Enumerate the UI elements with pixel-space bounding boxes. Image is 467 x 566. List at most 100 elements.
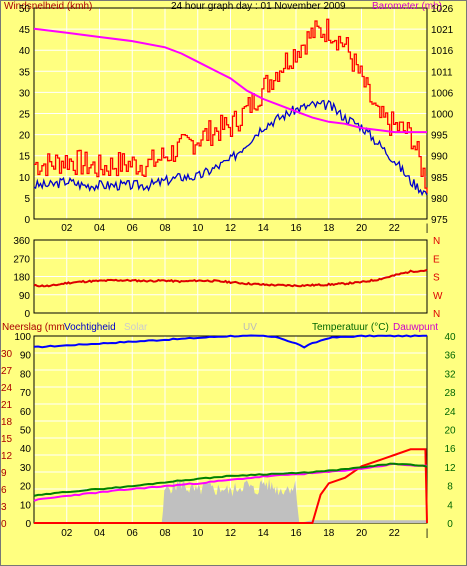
wind-speed-line [34,18,428,194]
wind-speed-tick-label: 20 [19,131,31,142]
rain-x-tick-label: 20 [356,528,368,539]
wind-barometer-panel: Windsnelheid (kmh) 24 hour graph day : 0… [4,1,454,234]
humidity-axis-label: Vochtigheid [64,322,116,333]
rain-x-tick-label: 22 [389,528,401,539]
wind-x-tick-label: 04 [94,223,106,234]
temperature-tick-label: 16 [444,444,456,455]
barometer-tick-label: 1011 [431,67,453,78]
wind-direction-line [33,268,428,288]
humidity-tick-label: 10 [20,500,32,511]
rain-x-tick-label: 12 [225,528,237,539]
temperature-tick-label: 20 [444,426,456,437]
rain-x-tick-label: 14 [258,528,270,539]
rain-tick-label: 9 [1,468,7,479]
temperature-axis-label: Temperatuur (°C) [312,322,389,333]
direction-degree-ticks: 0 90 180 270 360 [13,236,30,320]
direction-compass-label: N [433,309,440,320]
barometer-tick-label: 975 [431,215,448,226]
rain-humidity-temperature-panel: Neerslag (mm Vochtigheid Solar UV Temper… [1,322,456,539]
rain-tick-label: 24 [1,383,13,394]
rain-tick-label: 21 [1,400,13,411]
direction-compass-label: W [433,291,443,302]
rain-ticks: 0 3 6 9 12 15 18 21 24 27 30 [1,349,13,530]
humidity-line [33,334,427,349]
wind-x-tick-label: 06 [127,223,139,234]
wind-panel-grid [34,8,427,219]
temperature-tick-label: 28 [444,388,456,399]
wind-x-tick-label: 16 [290,223,302,234]
barometer-ticks: 975 980 985 990 995 1000 1006 1011 1016 1021 1026 [431,4,454,226]
direction-compass-label: S [433,273,440,284]
rain-tick-label: 12 [1,451,13,462]
wind-speed-tick-label: 10 [19,173,31,184]
wind-speed-tick-label: 50 [19,4,31,15]
wind-average-line [33,99,428,197]
rain-line [34,448,428,524]
wind-speed-tick-label: 40 [19,46,31,57]
rain-x-tick-label: 08 [159,528,171,539]
direction-degree-label: 360 [13,236,30,247]
temperature-tick-label: 36 [444,351,456,362]
rain-tick-label: 30 [1,349,13,360]
direction-degree-label: 0 [24,309,30,320]
barometer-tick-label: 1016 [431,46,454,57]
direction-degree-label: 270 [13,254,30,265]
rain-x-tick-label: 10 [192,528,204,539]
wind-x-tick-label: 12 [225,223,237,234]
wind-x-tick-label: 14 [258,223,270,234]
humidity-tick-label: 80 [20,369,32,380]
wind-speed-tick-label: 0 [24,215,30,226]
direction-degree-label: 180 [13,273,30,284]
uv-axis-label: UV [243,322,257,333]
rain-axis-label: Neerslag (mm [2,322,65,333]
dewpoint-axis-label: Dauwpunt [393,322,438,333]
temperature-tick-label: 4 [447,500,453,511]
direction-compass-label: E [433,254,440,265]
humidity-tick-label: 60 [20,407,32,418]
rain-tick-label: 27 [1,366,13,377]
wind-x-ticks: 02 04 06 08 10 12 14 16 18 20 22 | [61,223,428,234]
wind-x-tick-label: 10 [192,223,204,234]
rain-x-tick-label: 02 [61,528,73,539]
wind-speed-tick-label: 25 [19,110,31,121]
barometer-tick-label: 1021 [431,25,454,36]
temperature-tick-label: 8 [447,482,453,493]
rain-x-ticks: 02 04 06 08 10 12 14 16 18 20 22 | [61,528,428,539]
temperature-tick-label: 12 [444,463,456,474]
wind-speed-axis-label: Windsnelheid (kmh) [4,1,92,12]
wind-series [33,18,428,197]
wind-x-tick-label: 02 [61,223,73,234]
chart-title: 24 hour graph day : 01 November 2009 [171,1,346,12]
solar-area [161,478,427,523]
humidity-tick-label: 100 [14,332,31,343]
wind-x-tick-label: 22 [389,223,401,234]
rain-tick-label: 0 [1,519,7,530]
barometer-tick-label: 990 [431,152,448,163]
wind-speed-tick-label: 15 [19,152,31,163]
wind-speed-ticks: 0 5 10 15 20 25 30 35 40 45 50 [19,4,31,226]
rain-x-tick-label: 06 [127,528,139,539]
direction-panel-grid [34,240,427,313]
wind-x-tick-label: 08 [159,223,171,234]
rain-x-tick-label: 18 [323,528,335,539]
rain-tick-label: 3 [1,502,7,513]
temperature-line [33,462,428,497]
temperature-tick-label: 0 [447,519,453,530]
rain-x-tick-label: 16 [290,528,302,539]
dewpoint-line [33,462,428,502]
rain-tick-label: 6 [1,485,7,496]
direction-compass-label: N [433,236,440,247]
barometer-tick-label: 1026 [431,4,454,15]
temperature-ticks: 0 4 8 12 16 20 24 28 32 36 40 [444,332,456,530]
rain-humidity-temperature-series [33,334,428,524]
humidity-tick-label: 30 [20,463,32,474]
direction-panel-frame [33,239,428,314]
barometer-line [33,27,427,134]
wind-speed-tick-label: 45 [19,25,31,36]
direction-degree-label: 90 [19,291,31,302]
humidity-tick-label: 70 [20,388,32,399]
wind-x-tick-label: 20 [356,223,368,234]
wind-speed-tick-label: 30 [19,88,31,99]
